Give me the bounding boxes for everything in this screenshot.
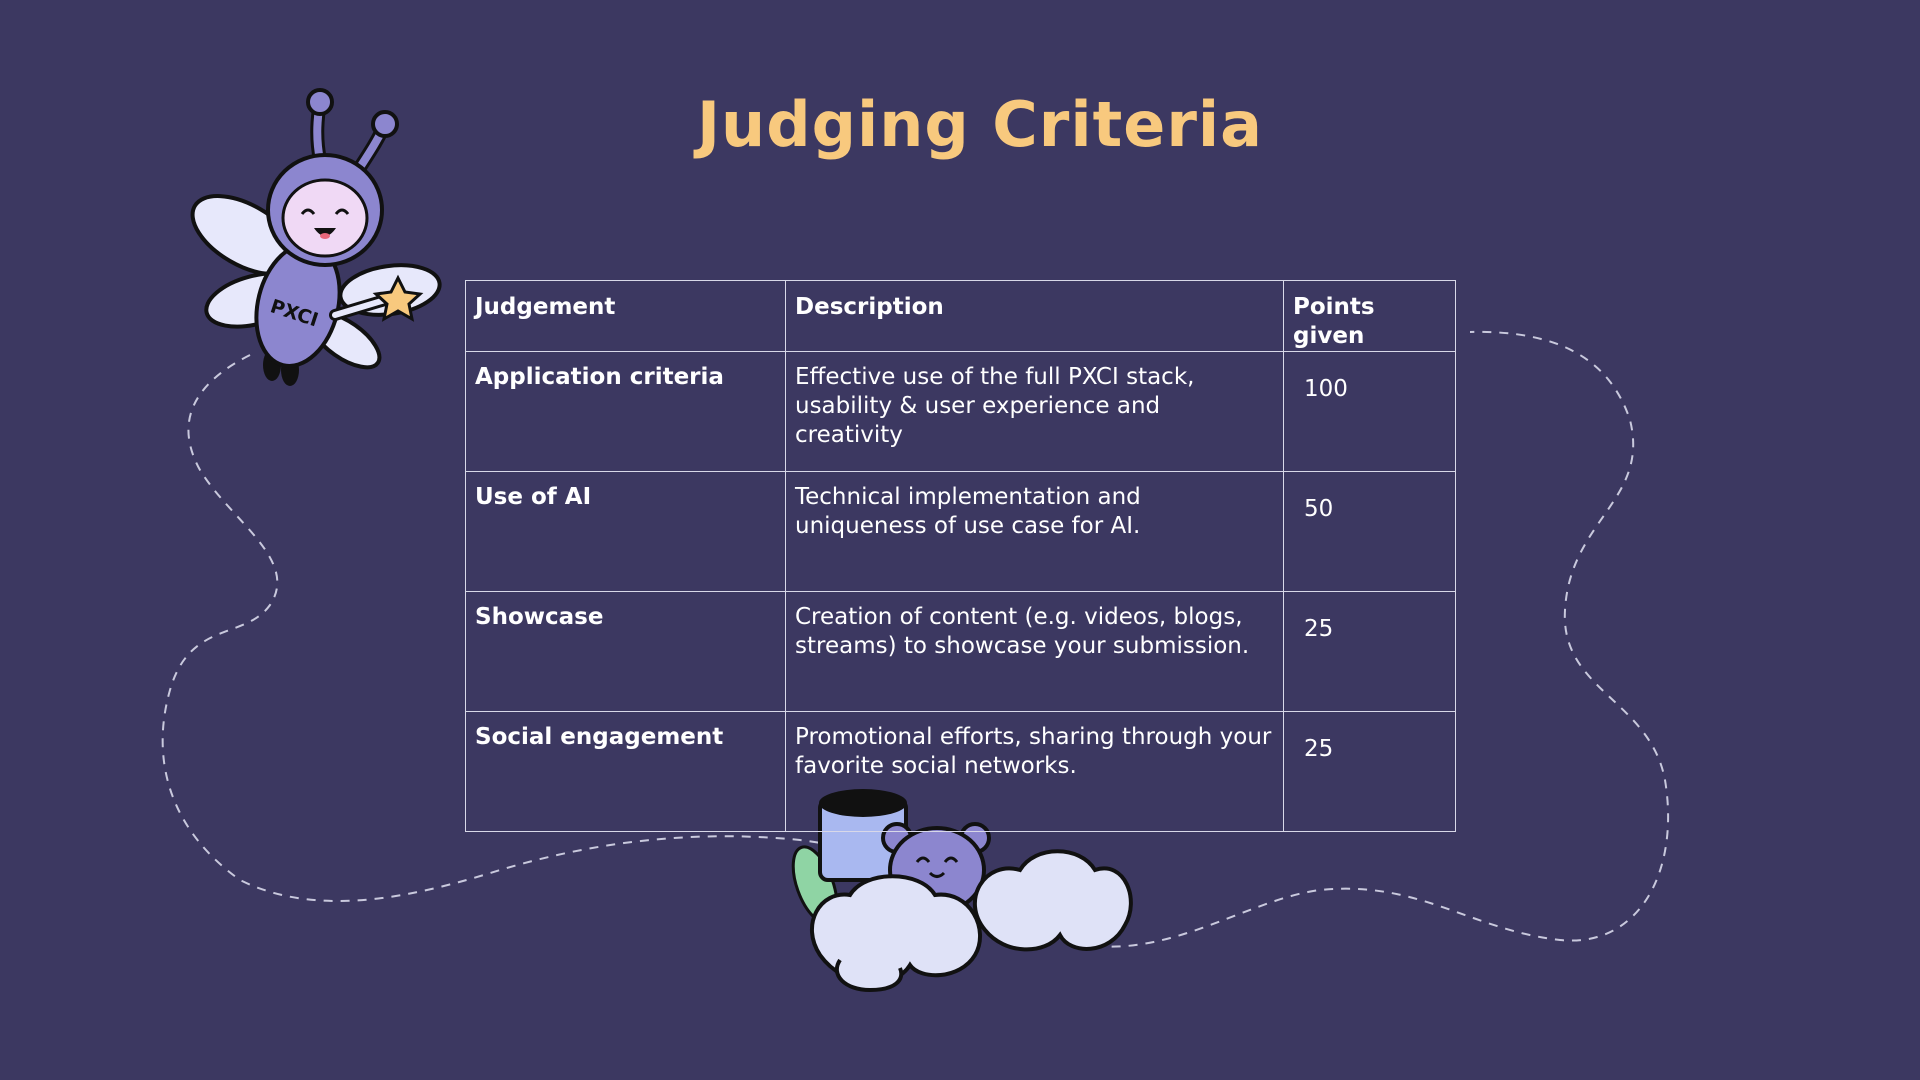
- judgement-cell: Social engagement: [465, 711, 786, 832]
- judgement-cell: Showcase: [465, 591, 786, 712]
- slide-title: Judging Criteria: [696, 88, 1263, 161]
- table-row: Social engagement Promotional efforts, s…: [465, 711, 1456, 832]
- points-cell: 100: [1283, 351, 1456, 472]
- header-judgement: Judgement: [465, 280, 786, 352]
- judgement-cell: Application criteria: [465, 351, 786, 472]
- table-row: Use of AI Technical implementation and u…: [465, 471, 1456, 592]
- criteria-table: Judgement Description Points given Appli…: [465, 280, 1456, 832]
- header-description: Description: [785, 280, 1284, 352]
- description-cell: Creation of content (e.g. videos, blogs,…: [785, 591, 1284, 712]
- points-cell: 25: [1283, 711, 1456, 832]
- points-cell: 25: [1283, 591, 1456, 712]
- judgement-cell: Use of AI: [465, 471, 786, 592]
- fairy-mascot-illustration: PXCI: [190, 88, 442, 386]
- description-cell: Effective use of the full PXCI stack, us…: [785, 351, 1284, 472]
- table-row: Showcase Creation of content (e.g. video…: [465, 591, 1456, 712]
- description-cell: Promotional efforts, sharing through you…: [785, 711, 1284, 832]
- table-header-row: Judgement Description Points given: [465, 280, 1456, 352]
- table-row: Application criteria Effective use of th…: [465, 351, 1456, 472]
- criteria-table-container: Judgement Description Points given Appli…: [465, 280, 1456, 832]
- header-points: Points given: [1283, 280, 1456, 352]
- description-cell: Technical implementation and uniqueness …: [785, 471, 1284, 592]
- points-cell: 50: [1283, 471, 1456, 592]
